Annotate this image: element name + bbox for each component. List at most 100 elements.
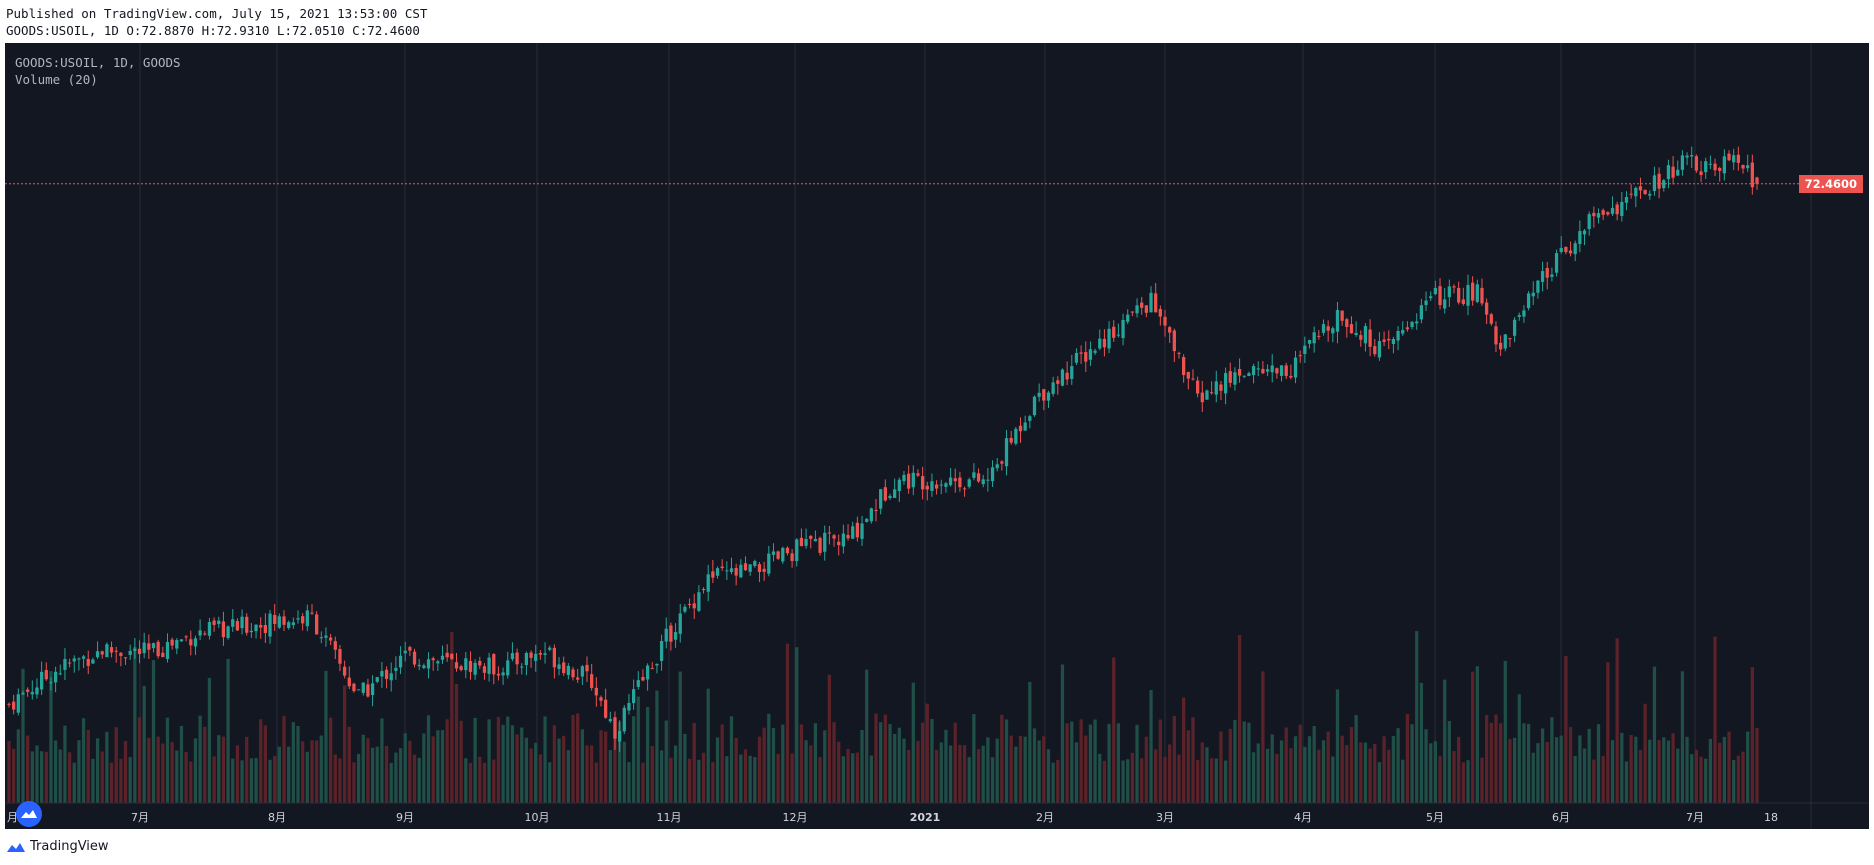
x-tick-label: 4月 [1294,811,1312,824]
candle-body [608,718,612,722]
volume-bar [1536,743,1540,803]
candle-body [781,547,785,562]
volume-bar [123,741,128,803]
candle-body [450,653,454,659]
candle-body [487,657,491,674]
volume-bar [72,762,76,803]
candle-body [1419,305,1424,320]
candle-body [687,603,692,605]
candle-body [1056,380,1060,384]
volume-bar [39,751,44,803]
candle-body [142,642,146,654]
candle-body [1559,247,1563,253]
candle-body [916,473,920,476]
candle-body [496,673,501,676]
candle-body [948,477,953,486]
volume-bar [1438,756,1442,803]
candle-body [1247,373,1251,376]
candle-body [944,483,948,487]
candle-body [1498,342,1503,350]
candle-body [1438,286,1442,306]
candle-body [1405,327,1410,330]
candle-body [1116,334,1121,336]
volume-bar [1746,731,1750,803]
brand-label: TradingView [30,839,109,854]
candle-body [35,687,39,695]
volume-bar [1098,753,1102,803]
candle-body [1732,155,1736,163]
volume-bar [109,762,114,803]
volume-bar [566,750,570,803]
candle-body [296,618,300,620]
x-tick-label: 6月 [1552,811,1570,824]
candle-body [846,534,850,539]
volume-bar [1755,727,1759,803]
candle-body [436,661,440,664]
candle-body [1140,302,1144,308]
candle-body [939,484,943,486]
candle-body [1610,207,1615,214]
volume-bar [1219,731,1223,803]
volume-bar [1685,736,1689,803]
candle-body [21,692,25,695]
volume-bar [301,741,305,803]
chart-frame[interactable]: 月 7月 8月 9月 10月 11月 12月 2021 2月 3月 4月 5月 6月 7月 18 GOODS… [5,43,1869,829]
volume-bar [1741,751,1745,803]
candle-body [1457,287,1461,303]
volume-bar [333,754,337,803]
volume-bar [1680,671,1685,803]
candle-body [1172,330,1176,352]
candle-body [790,553,794,561]
chart-canvas[interactable]: 月 7月 8月 9月 10月 11月 12月 2021 2月 3月 4月 5月 6月 7月 18 [5,43,1869,829]
volume-bar [790,753,794,803]
volume-bar [1060,664,1065,803]
candle-body [263,625,268,634]
candle-body [1666,165,1671,180]
volume-bar [1168,744,1172,803]
volume-bar [827,674,832,803]
volume-bar [659,750,664,803]
candle-body [1126,314,1130,322]
volume-bar [506,716,510,803]
volume-bar [203,726,207,803]
volume-bar [361,734,365,803]
candle-body [562,662,566,674]
volume-bar [1722,736,1727,803]
volume-bar [408,740,412,803]
candle-body [860,523,864,539]
candle-body [175,640,179,649]
candle-body [1587,214,1591,230]
volume-bar [897,727,901,803]
candle-body [1606,212,1610,215]
volume-bar [1466,760,1470,803]
candle-body [30,691,34,695]
candle-body [1298,355,1302,357]
candle-body [1098,338,1102,349]
volume-bar [1652,666,1657,803]
volume-bar [869,755,873,803]
candle-body [655,663,659,666]
candle-body [1582,230,1587,235]
volume-bar [683,733,687,803]
footer-brand[interactable]: TradingView [6,839,109,854]
x-tick-label: 5月 [1426,811,1444,824]
volume-bar [1307,736,1312,803]
candle-body [1568,250,1573,254]
candle-body [1727,153,1731,161]
volume-bar [920,722,925,803]
volume-bar [1084,735,1088,803]
candle-body [1009,437,1013,443]
volume-bar [445,719,449,803]
candle-body [1317,335,1321,337]
volume-bar [161,743,165,803]
volume-bar [1261,671,1265,803]
volume-bar [1116,723,1121,803]
volume-bar [673,745,678,803]
candle-body [883,487,887,501]
tradingview-cloud-icon[interactable] [16,801,42,827]
candle-body [380,671,384,677]
volume-bar [981,745,985,803]
volume-bar [151,660,156,803]
volume-bar [1205,747,1209,803]
volume-bar [1429,743,1433,803]
